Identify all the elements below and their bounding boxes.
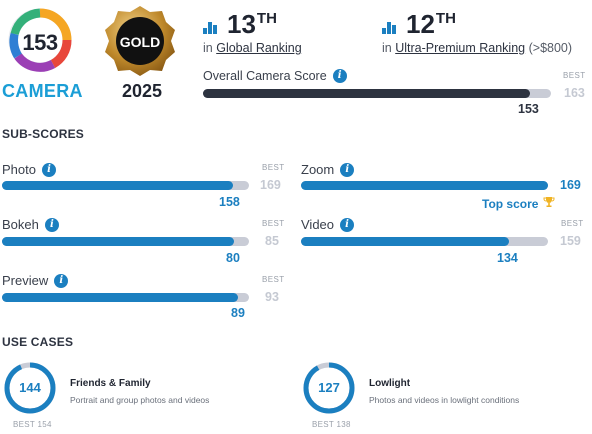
global-rank-prefix: in: [203, 41, 213, 55]
lowlight-description: Photos and videos in lowlight conditions: [369, 395, 520, 405]
info-icon[interactable]: i: [54, 273, 69, 288]
video-best-tag: BEST: [561, 219, 584, 228]
camera-category-label: CAMERA: [2, 81, 83, 101]
lowlight-score: 127: [318, 380, 340, 395]
bokeh-label-text: Bokeh: [2, 217, 39, 232]
bokeh-subscore-label: Bokeh i: [2, 217, 59, 232]
video-score-bar: [301, 237, 548, 246]
friends-family-ring-fill: [4, 362, 56, 414]
overall-best-tag: BEST: [563, 71, 586, 80]
zoom-score-bar: [301, 181, 548, 190]
segment-rank-number: 12: [406, 9, 435, 39]
photo-subscore-label: Photo i: [2, 162, 56, 177]
zoom-score-value: 169: [560, 178, 581, 192]
bokeh-score-value: 80: [226, 251, 240, 265]
info-icon[interactable]: i: [340, 217, 355, 232]
friends-family-ring-svg: [4, 362, 56, 414]
global-ranking: 13 TH in Global Ranking: [203, 10, 302, 55]
info-icon[interactable]: i: [340, 162, 355, 177]
zoom-top-score-badge: Top score: [482, 196, 555, 211]
preview-subscore-label: Preview i: [2, 273, 69, 288]
lowlight-best: BEST 138: [312, 420, 351, 429]
video-label-text: Video: [301, 217, 335, 232]
photo-score-bar: [2, 181, 249, 190]
score-badge-ring: [8, 8, 72, 72]
lowlight-ring-fill: [303, 362, 355, 414]
overall-score-bar: [203, 89, 551, 98]
zoom-label-text: Zoom: [301, 162, 335, 177]
bar-chart-icon: [203, 20, 219, 34]
preview-label-text: Preview: [2, 273, 49, 288]
subscores-heading: SUB-SCORES: [2, 127, 85, 141]
segment-price-range: (>$800): [528, 41, 573, 55]
info-icon[interactable]: i: [41, 162, 56, 177]
bokeh-best-tag: BEST: [262, 219, 285, 228]
segment-rank-suffix: TH: [435, 10, 456, 27]
video-subscore-label: Video i: [301, 217, 355, 232]
friends-family-score: 144: [19, 380, 41, 395]
preview-score-value: 89: [231, 306, 245, 320]
overall-score-text: Overall Camera Score: [203, 69, 327, 83]
top-score-text: Top score: [482, 196, 539, 211]
info-icon[interactable]: i: [332, 69, 347, 83]
ultra-premium-ranking: 12 TH in Ultra-Premium Ranking (>$800): [382, 10, 572, 55]
medal-label: GOLD: [119, 34, 161, 50]
photo-score-fill: [2, 181, 233, 190]
gold-medal-icon: GOLD: [104, 4, 176, 78]
trophy-icon: [543, 196, 555, 211]
photo-best-value: 169: [260, 178, 281, 192]
camera-score-value: 153: [22, 30, 58, 55]
friends-family-score-ring: 144: [3, 361, 57, 415]
preview-score-fill: [2, 293, 239, 302]
overall-score-value: 153: [518, 102, 539, 116]
segment-rank-prefix: in: [382, 41, 392, 55]
ultra-premium-ranking-link[interactable]: Ultra-Premium Ranking: [395, 41, 526, 55]
overall-best-value: 163: [564, 86, 585, 100]
global-rank-suffix: TH: [256, 10, 277, 27]
bar-chart-icon: [382, 20, 398, 34]
lowlight-score-ring: 127: [302, 361, 356, 415]
preview-best-tag: BEST: [262, 275, 285, 284]
bokeh-score-fill: [2, 237, 235, 246]
lowlight-ring-svg: [303, 362, 355, 414]
lowlight-title: Lowlight: [369, 378, 411, 389]
camera-score-badge: 153: [6, 4, 74, 76]
photo-score-value: 158: [219, 195, 240, 209]
zoom-score-fill: [301, 181, 548, 190]
video-best-value: 159: [560, 234, 581, 248]
friends-family-title: Friends & Family: [70, 378, 151, 389]
video-score-value: 134: [497, 251, 518, 265]
preview-best-value: 93: [265, 290, 279, 304]
medal-year: 2025: [121, 81, 163, 101]
friends-family-description: Portrait and group photos and videos: [70, 395, 210, 405]
global-ranking-link[interactable]: Global Ranking: [216, 41, 302, 55]
global-rank-number: 13: [227, 9, 256, 39]
overall-score-fill: [203, 89, 530, 98]
friends-family-best: BEST 154: [13, 420, 52, 429]
zoom-subscore-label: Zoom i: [301, 162, 355, 177]
photo-label-text: Photo: [2, 162, 36, 177]
gold-medal-shape: [105, 6, 175, 76]
video-score-fill: [301, 237, 510, 246]
preview-score-bar: [2, 293, 249, 302]
photo-best-tag: BEST: [262, 163, 285, 172]
use-cases-heading: USE CASES: [2, 335, 74, 349]
bokeh-best-value: 85: [265, 234, 279, 248]
overall-score-label: Overall Camera Score i: [203, 69, 347, 83]
info-icon[interactable]: i: [44, 217, 59, 232]
bokeh-score-bar: [2, 237, 249, 246]
